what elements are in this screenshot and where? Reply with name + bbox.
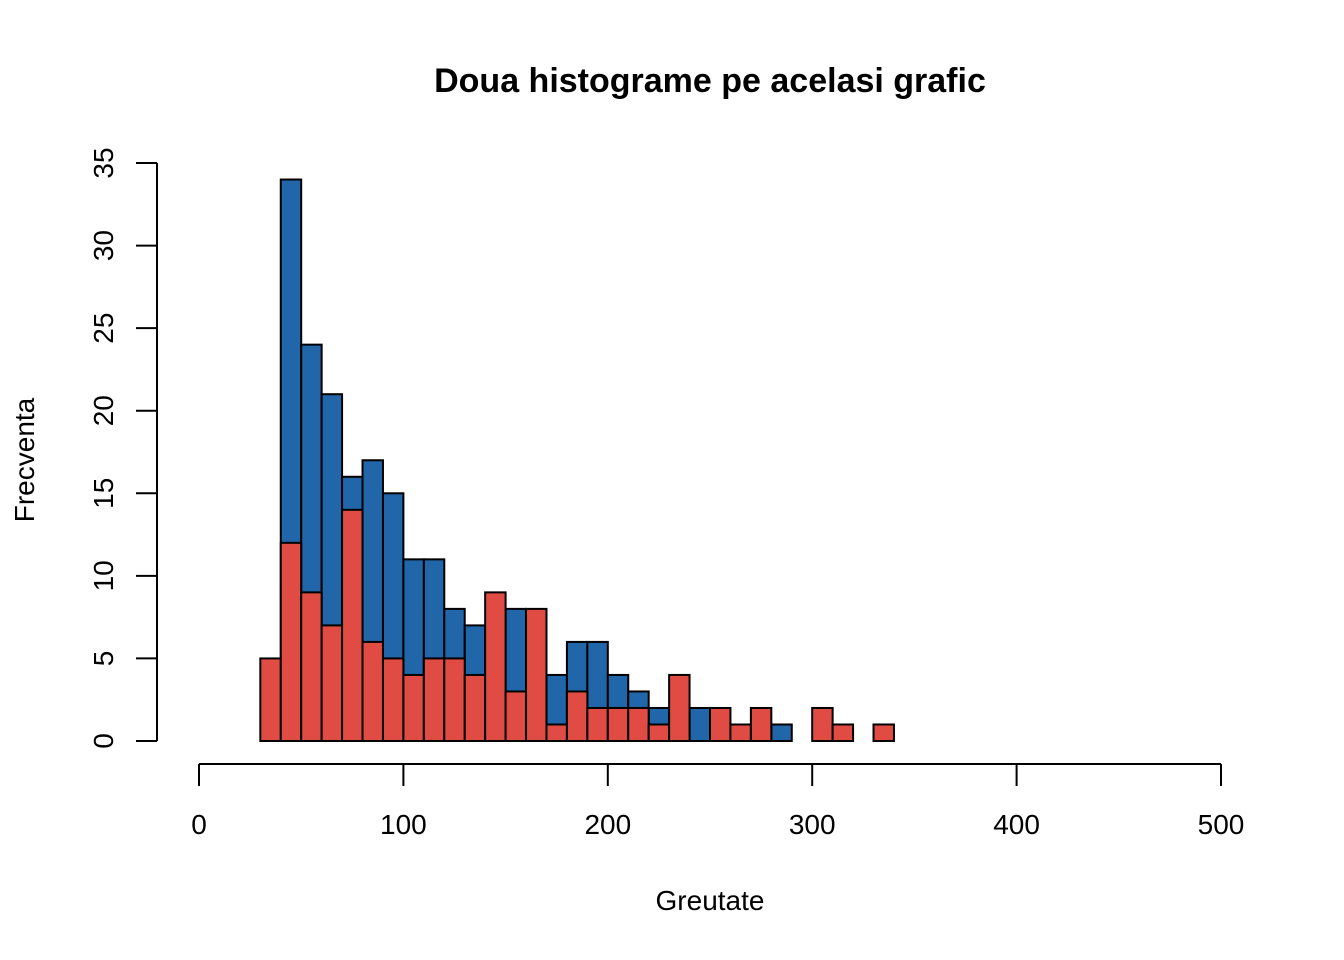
bar-series-1-bin-280 [770,723,793,743]
bar-series-2-bin-270 [749,706,773,743]
y-tick-label: 10 [88,560,119,591]
chart-title: Doua histograme pe acelasi grafic [434,62,986,100]
x-tick-label: 200 [584,809,631,840]
y-tick-label: 20 [88,395,119,426]
bar-series-2-bin-30 [259,657,282,743]
x-tick-label: 300 [789,809,836,840]
bar-series-2-bin-100 [402,673,425,743]
y-axis-label: Frecventa [9,397,40,522]
bar-series-2-bin-80 [361,640,384,743]
x-axis: 0 100 200 300 400 500 [191,763,1245,840]
y-tick-label: 25 [88,313,119,344]
bar-series-2-bin-220 [647,723,671,743]
bar-series-2-bin-190 [586,706,609,743]
y-tick-label: 5 [88,651,119,667]
bar-series-2-bin-50 [300,591,323,742]
bar-series-2-bin-60 [320,624,344,743]
x-tick-label: 500 [1198,809,1245,840]
bar-series-2-bin-250 [709,706,732,743]
bar-series-2-bin-230 [668,673,691,743]
y-tick-label: 30 [88,230,119,261]
x-tick-label: 100 [380,809,427,840]
y-tick-label: 35 [88,147,119,178]
bar-series-2-bin-200 [606,706,630,743]
bar-series-2-bin-90 [381,657,405,743]
bar-series-2-bin-300 [811,706,834,743]
bar-series-2-bin-170 [545,723,568,743]
y-tick-label: 15 [88,478,119,509]
y-axis: 0 5 10 15 20 25 30 35 [88,147,158,749]
bar-series-1-bin-240 [688,706,711,743]
bar-series-2-bin-110 [422,657,446,743]
bar-series-2-bin-120 [443,657,466,743]
bar-series-2-bin-330 [872,723,895,743]
series-2 [259,508,895,743]
bars-layer [259,178,895,743]
x-axis-label: Greutate [656,885,765,916]
bar-series-2-bin-180 [565,690,589,743]
x-tick-label: 0 [191,809,207,840]
bar-series-2-bin-210 [627,706,650,743]
bar-series-2-bin-70 [341,508,364,742]
bar-series-2-bin-140 [484,591,507,742]
bar-series-2-bin-160 [525,607,548,743]
bar-series-2-bin-310 [831,723,855,743]
y-tick-label: 0 [88,733,119,749]
bar-series-2-bin-260 [729,723,752,743]
bar-series-2-bin-40 [279,541,303,742]
x-tick-label: 400 [993,809,1040,840]
bar-series-2-bin-130 [463,673,487,743]
bar-series-2-bin-150 [504,690,528,743]
